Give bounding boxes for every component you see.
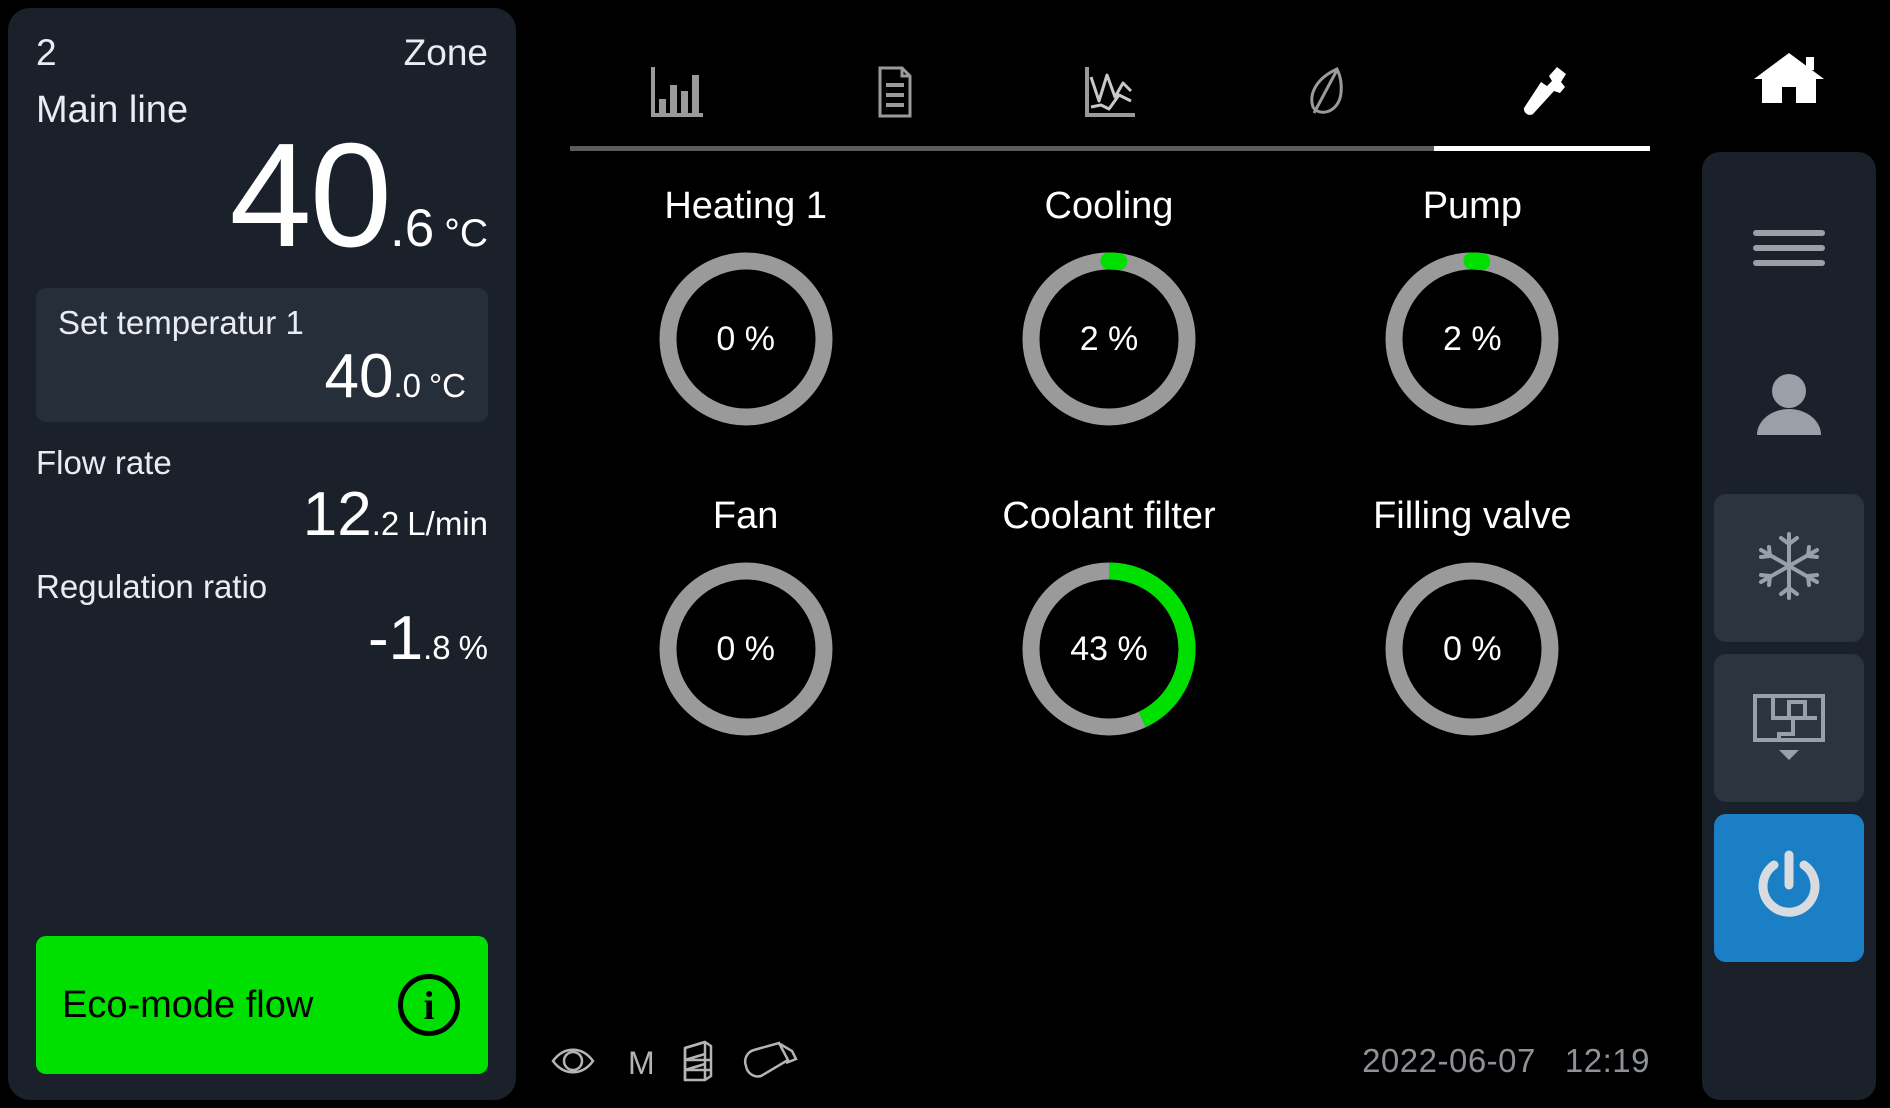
status-icon-group: M: [550, 1038, 801, 1089]
gauge-value: 0 %: [716, 629, 775, 668]
flow-rate-metric: Flow rate 12.2 L/min: [36, 444, 488, 546]
tab-log[interactable]: [786, 38, 1002, 146]
tab-trend[interactable]: [1002, 38, 1218, 146]
snowflake-icon: [1753, 530, 1825, 607]
home-icon: [1750, 47, 1828, 118]
hamburger-menu-icon: [1749, 226, 1829, 275]
gauge-grid: Heating 1 0 % Cooling 2 %: [564, 185, 1654, 805]
gauge-coolant-filter[interactable]: Coolant filter 43 %: [927, 495, 1290, 805]
eco-mode-banner[interactable]: Eco-mode flow i: [36, 936, 488, 1074]
tab-underline-eco: [1218, 146, 1434, 151]
usb-stick-icon[interactable]: [739, 1038, 801, 1089]
sidebar-item-power[interactable]: [1714, 814, 1864, 962]
gauge-heating-1[interactable]: Heating 1 0 %: [564, 185, 927, 495]
eye-icon[interactable]: [550, 1041, 612, 1086]
main-content: Heating 1 0 % Cooling 2 %: [524, 0, 1694, 1108]
line-name: Main line: [36, 89, 189, 131]
regulation-ratio-fraction: .8: [423, 629, 451, 666]
zone-label: Zone: [403, 32, 488, 73]
eco-mode-label: Eco-mode flow: [62, 983, 314, 1026]
gauge-ring: 0 %: [653, 246, 839, 432]
tab-underline-log: [786, 146, 1002, 151]
gauge-ring: 0 %: [653, 556, 839, 742]
zone-number: 2: [36, 32, 57, 73]
flow-rate-label: Flow rate: [36, 444, 172, 481]
bar-chart-icon: [647, 61, 709, 123]
tab-bar-chart[interactable]: [570, 38, 786, 146]
set-temperature-label: Set temperatur 1: [58, 304, 304, 341]
document-list-icon: [863, 61, 925, 123]
tab-bar: [570, 38, 1650, 146]
flow-rate-value: 12.2 L/min: [36, 484, 488, 546]
gauge-cooling[interactable]: Cooling 2 %: [927, 185, 1290, 495]
tab-underline-trend: [1002, 146, 1218, 151]
regulation-ratio-metric: Regulation ratio -1.8%: [36, 568, 488, 670]
status-bar: M 2022-06-07: [524, 1034, 1694, 1094]
regulation-ratio-value: -1.8%: [36, 608, 488, 670]
set-temperature-card[interactable]: Set temperatur 1 40.0 °C: [36, 288, 488, 422]
gauge-label: Fan: [712, 495, 779, 537]
gauge-value: 0 %: [1443, 629, 1502, 668]
current-temperature: 40.6 °C: [36, 122, 488, 270]
regulation-ratio-label: Regulation ratio: [36, 568, 268, 605]
temperature-unit: °C: [444, 212, 488, 255]
temperature-fraction: .6: [390, 199, 435, 258]
set-temperature-value: 40.0 °C: [58, 346, 466, 408]
sidebar-item-menu[interactable]: [1714, 176, 1864, 324]
sidebar-item-layout[interactable]: [1714, 654, 1864, 802]
line-chart-icon: [1079, 61, 1141, 123]
regulation-ratio-integer: -1: [367, 604, 424, 673]
wrench-icon: [1511, 61, 1573, 123]
right-rail: [1702, 152, 1876, 1100]
sidebar-item-user[interactable]: [1714, 332, 1864, 480]
gauge-value: 2 %: [1443, 319, 1502, 358]
gauge-ring: 2 %: [1379, 246, 1565, 432]
datetime-display: 2022-06-07 12:19: [1362, 1042, 1650, 1080]
eye-mode-label: M: [628, 1045, 655, 1081]
temperature-integer: 40: [229, 113, 392, 278]
gauge-value: 0 %: [716, 319, 775, 358]
gauge-pump[interactable]: Pump 2 %: [1291, 185, 1654, 495]
info-circle-icon[interactable]: i: [398, 974, 460, 1036]
gauge-label: Filling valve: [1373, 495, 1572, 537]
tab-eco[interactable]: [1218, 38, 1434, 146]
flow-rate-fraction: .2: [371, 505, 400, 542]
gauge-value: 2 %: [1079, 319, 1139, 358]
gauge-fan[interactable]: Fan 0 %: [564, 495, 927, 805]
tab-underline-bar-chart: [570, 146, 786, 151]
set-temperature-fraction: .0: [393, 367, 421, 404]
gauge-ring: 43 %: [1016, 556, 1202, 742]
home-button[interactable]: [1702, 8, 1876, 156]
zone-header: 2 Zone: [36, 34, 488, 71]
flow-rate-unit: L/min: [407, 505, 488, 542]
gauge-filling-valve[interactable]: Filling valve 0 %: [1291, 495, 1654, 805]
person-icon: [1753, 369, 1825, 444]
leaf-icon: [1295, 61, 1357, 123]
regulation-ratio-unit: %: [458, 629, 488, 666]
gauge-label: Coolant filter: [1002, 495, 1216, 537]
sidebar-item-frost[interactable]: [1714, 494, 1864, 642]
gauge-label: Pump: [1422, 185, 1522, 227]
tab-service[interactable]: [1434, 38, 1650, 146]
status-date: 2022-06-07: [1362, 1042, 1536, 1079]
zone-panel: 2 Zone Main line 40.6 °C Set temperatur 1…: [8, 8, 516, 1100]
floorplan-icon: [1749, 688, 1829, 769]
gauge-label: Cooling: [1044, 185, 1174, 227]
set-temperature-unit: °C: [428, 367, 466, 404]
gauge-ring: 0 %: [1379, 556, 1565, 742]
power-icon: [1750, 847, 1828, 930]
tab-underline-service: [1434, 146, 1650, 151]
gauge-label: Heating 1: [664, 185, 827, 227]
tab-underline-bar: [570, 146, 1650, 151]
flow-rate-integer: 12: [302, 480, 372, 549]
gauge-ring: 2 %: [1016, 246, 1202, 432]
stack-box-icon[interactable]: [677, 1038, 717, 1089]
gauge-value: 43 %: [1070, 629, 1148, 668]
set-temperature-integer: 40: [324, 342, 394, 411]
status-time: 12:19: [1564, 1042, 1650, 1079]
